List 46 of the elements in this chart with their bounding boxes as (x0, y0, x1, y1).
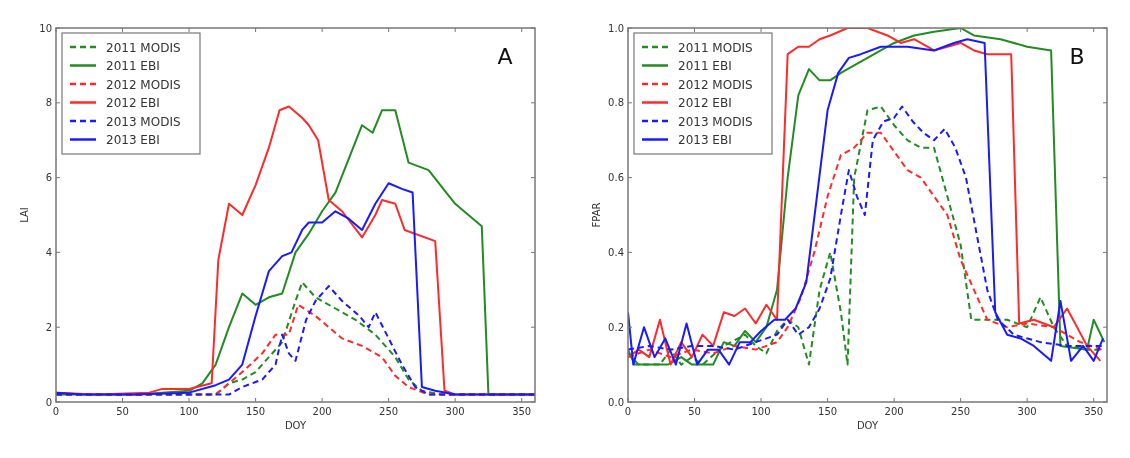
y-tick-label: 0.4 (608, 246, 624, 258)
y-tick-label: 8 (45, 97, 52, 109)
legend-label: 2011 MODIS (106, 40, 181, 55)
y-tick-label: 2 (45, 321, 52, 333)
y-tick-label: 0.8 (608, 97, 624, 109)
y-axis-title: LAI (19, 207, 30, 223)
y-tick-label: 0.0 (608, 396, 624, 408)
legend-label: 2012 EBI (678, 96, 732, 110)
x-tick-label: 200 (884, 406, 904, 417)
annotation: B (1069, 44, 1085, 69)
y-tick-label: 0.2 (608, 321, 624, 333)
annotation: A (497, 44, 513, 69)
x-tick-label: 250 (379, 406, 399, 417)
x-tick-label: 350 (1084, 406, 1104, 417)
legend-label: 2011 MODIS (678, 40, 753, 55)
x-tick-label: 200 (312, 406, 332, 417)
legend-label: 2013 MODIS (678, 114, 753, 129)
y-tick-label: 0.6 (608, 172, 624, 184)
x-axis-title: DOY (284, 420, 307, 431)
legend-label: 2013 EBI (678, 133, 732, 147)
x-tick-label: 0 (52, 406, 60, 417)
x-tick-label: 0 (624, 406, 632, 417)
x-tick-label: 100 (751, 406, 771, 417)
legend-label: 2012 MODIS (106, 77, 181, 92)
legend-label: 2013 MODIS (106, 114, 181, 129)
x-tick-label: 300 (445, 406, 465, 417)
y-tick-label: 10 (39, 22, 52, 34)
legend-label: 2012 EBI (106, 96, 160, 110)
x-axis-title: DOY (856, 420, 879, 431)
y-tick-label: 6 (45, 172, 52, 184)
legend-label: 2013 EBI (106, 133, 160, 147)
x-tick-label: 100 (179, 406, 199, 417)
x-tick-label: 50 (688, 406, 701, 417)
x-tick-label: 250 (951, 406, 971, 417)
x-tick-label: 350 (512, 406, 532, 417)
legend-label: 2011 EBI (678, 59, 732, 73)
x-tick-label: 300 (1017, 406, 1037, 417)
x-tick-label: 50 (116, 406, 129, 417)
y-axis-title: FPAR (591, 202, 602, 228)
y-tick-label: 0 (45, 396, 52, 408)
legend-label: 2012 MODIS (678, 77, 753, 92)
x-tick-label: 150 (246, 406, 266, 417)
legend-label: 2011 EBI (106, 59, 160, 73)
y-tick-label: 4 (45, 246, 52, 258)
x-tick-label: 150 (818, 406, 838, 417)
y-tick-label: 1.0 (608, 22, 624, 34)
